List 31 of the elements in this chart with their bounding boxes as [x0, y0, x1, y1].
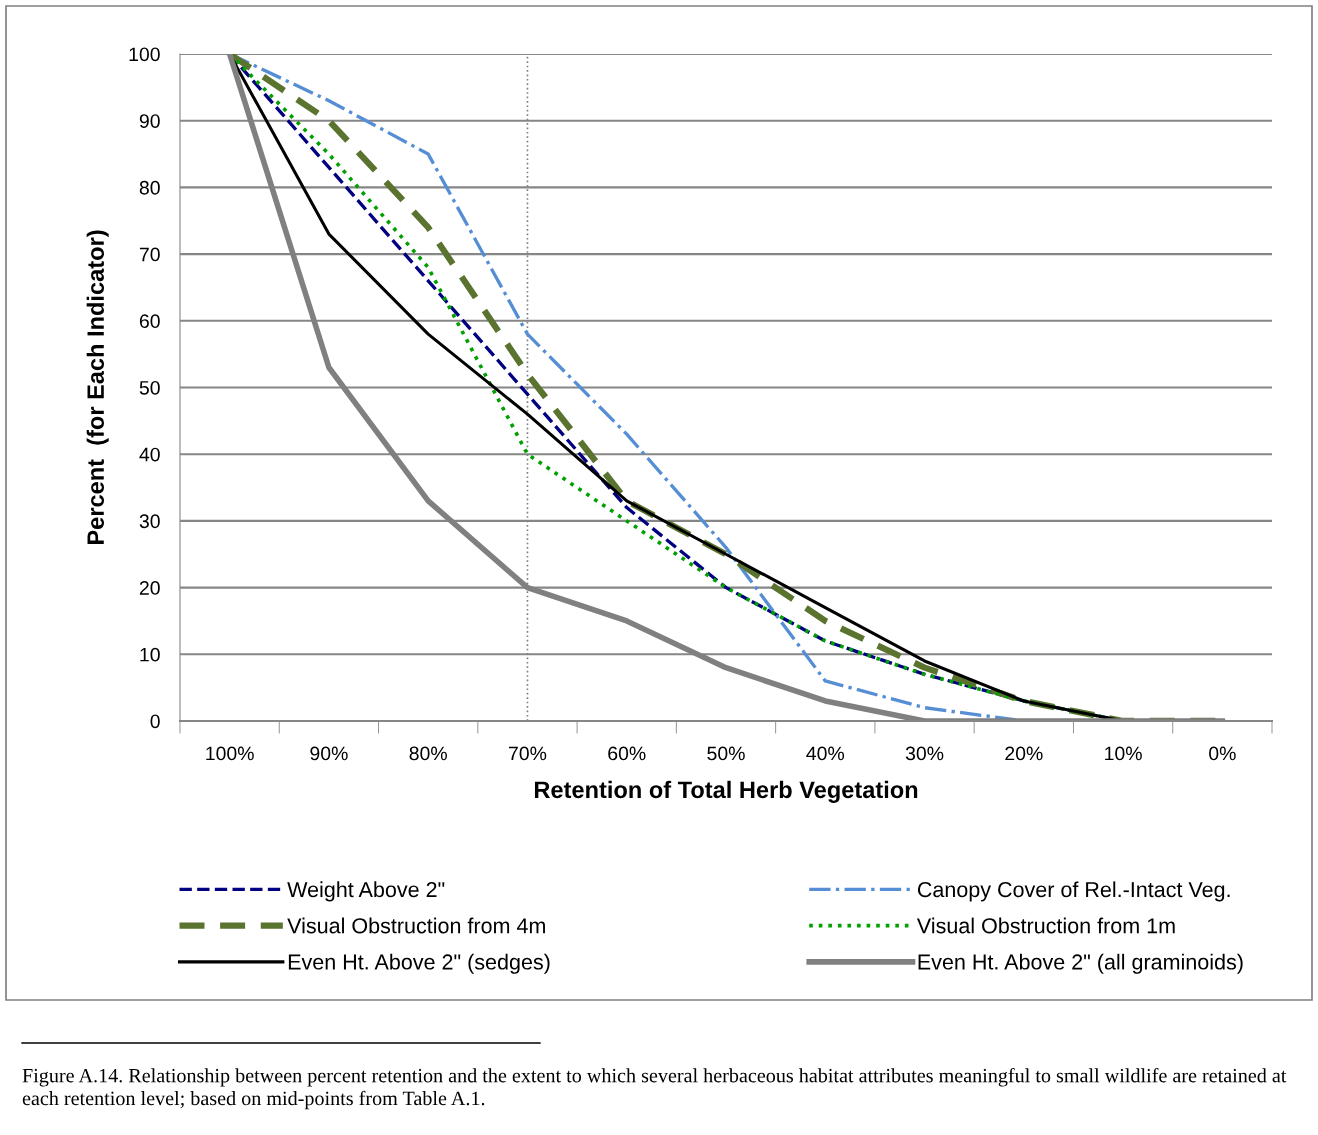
y-axis-title: Percent (for Each Indicator) [86, 230, 109, 545]
y-tick-label: 80 [139, 180, 160, 195]
y-tick-label: 50 [139, 380, 160, 395]
y-tick-label: 60 [139, 314, 160, 329]
y-tick-label: 30 [139, 514, 160, 529]
y-tick-label: 70 [139, 247, 160, 262]
y-tick-label: 100 [129, 47, 160, 62]
x-tick-label: 20% [1005, 746, 1043, 761]
x-tick-label: 90% [310, 746, 348, 761]
legend-label: Canopy Cover of Rel.-Intact Veg. [917, 881, 1230, 902]
x-axis-title: Retention of Total Herb Vegetation [534, 780, 918, 803]
y-tick-label: 10 [140, 647, 160, 662]
legend-label: Even Ht. Above 2" (all graminoids) [918, 953, 1243, 974]
y-tick-label: 40 [139, 447, 160, 462]
x-tick-label: 50% [707, 746, 745, 761]
legend-label: Weight Above 2" [287, 881, 445, 902]
x-tick-label: 40% [806, 746, 845, 761]
x-tick-label: 70% [508, 746, 547, 761]
legend-label: Visual Obstruction from 1m [916, 917, 1175, 934]
text: Figure A.14. Relationship between percent retention and the extent to which several herbaceous habitat attributes meaningful to small wildlife are retained at each retention level; based on mid-points from Table A.1. [22, 1068, 1287, 1110]
y-tick-label: 90 [139, 114, 160, 128]
x-tick-label: 10% [1105, 746, 1142, 761]
x-tick-label: 100% [206, 746, 254, 761]
legend-label: Even Ht. Above 2" (sedges) [288, 953, 550, 974]
x-tick-label: 0% [1209, 746, 1236, 761]
x-tick-label: 80% [409, 746, 447, 761]
y-tick-label: 0 [150, 714, 160, 729]
x-tick-label: 30% [905, 746, 944, 761]
legend-label: Visual Obstruction from 4m [287, 917, 545, 934]
x-tick-label: 60% [608, 746, 646, 761]
y-tick-label: 20 [139, 581, 160, 595]
